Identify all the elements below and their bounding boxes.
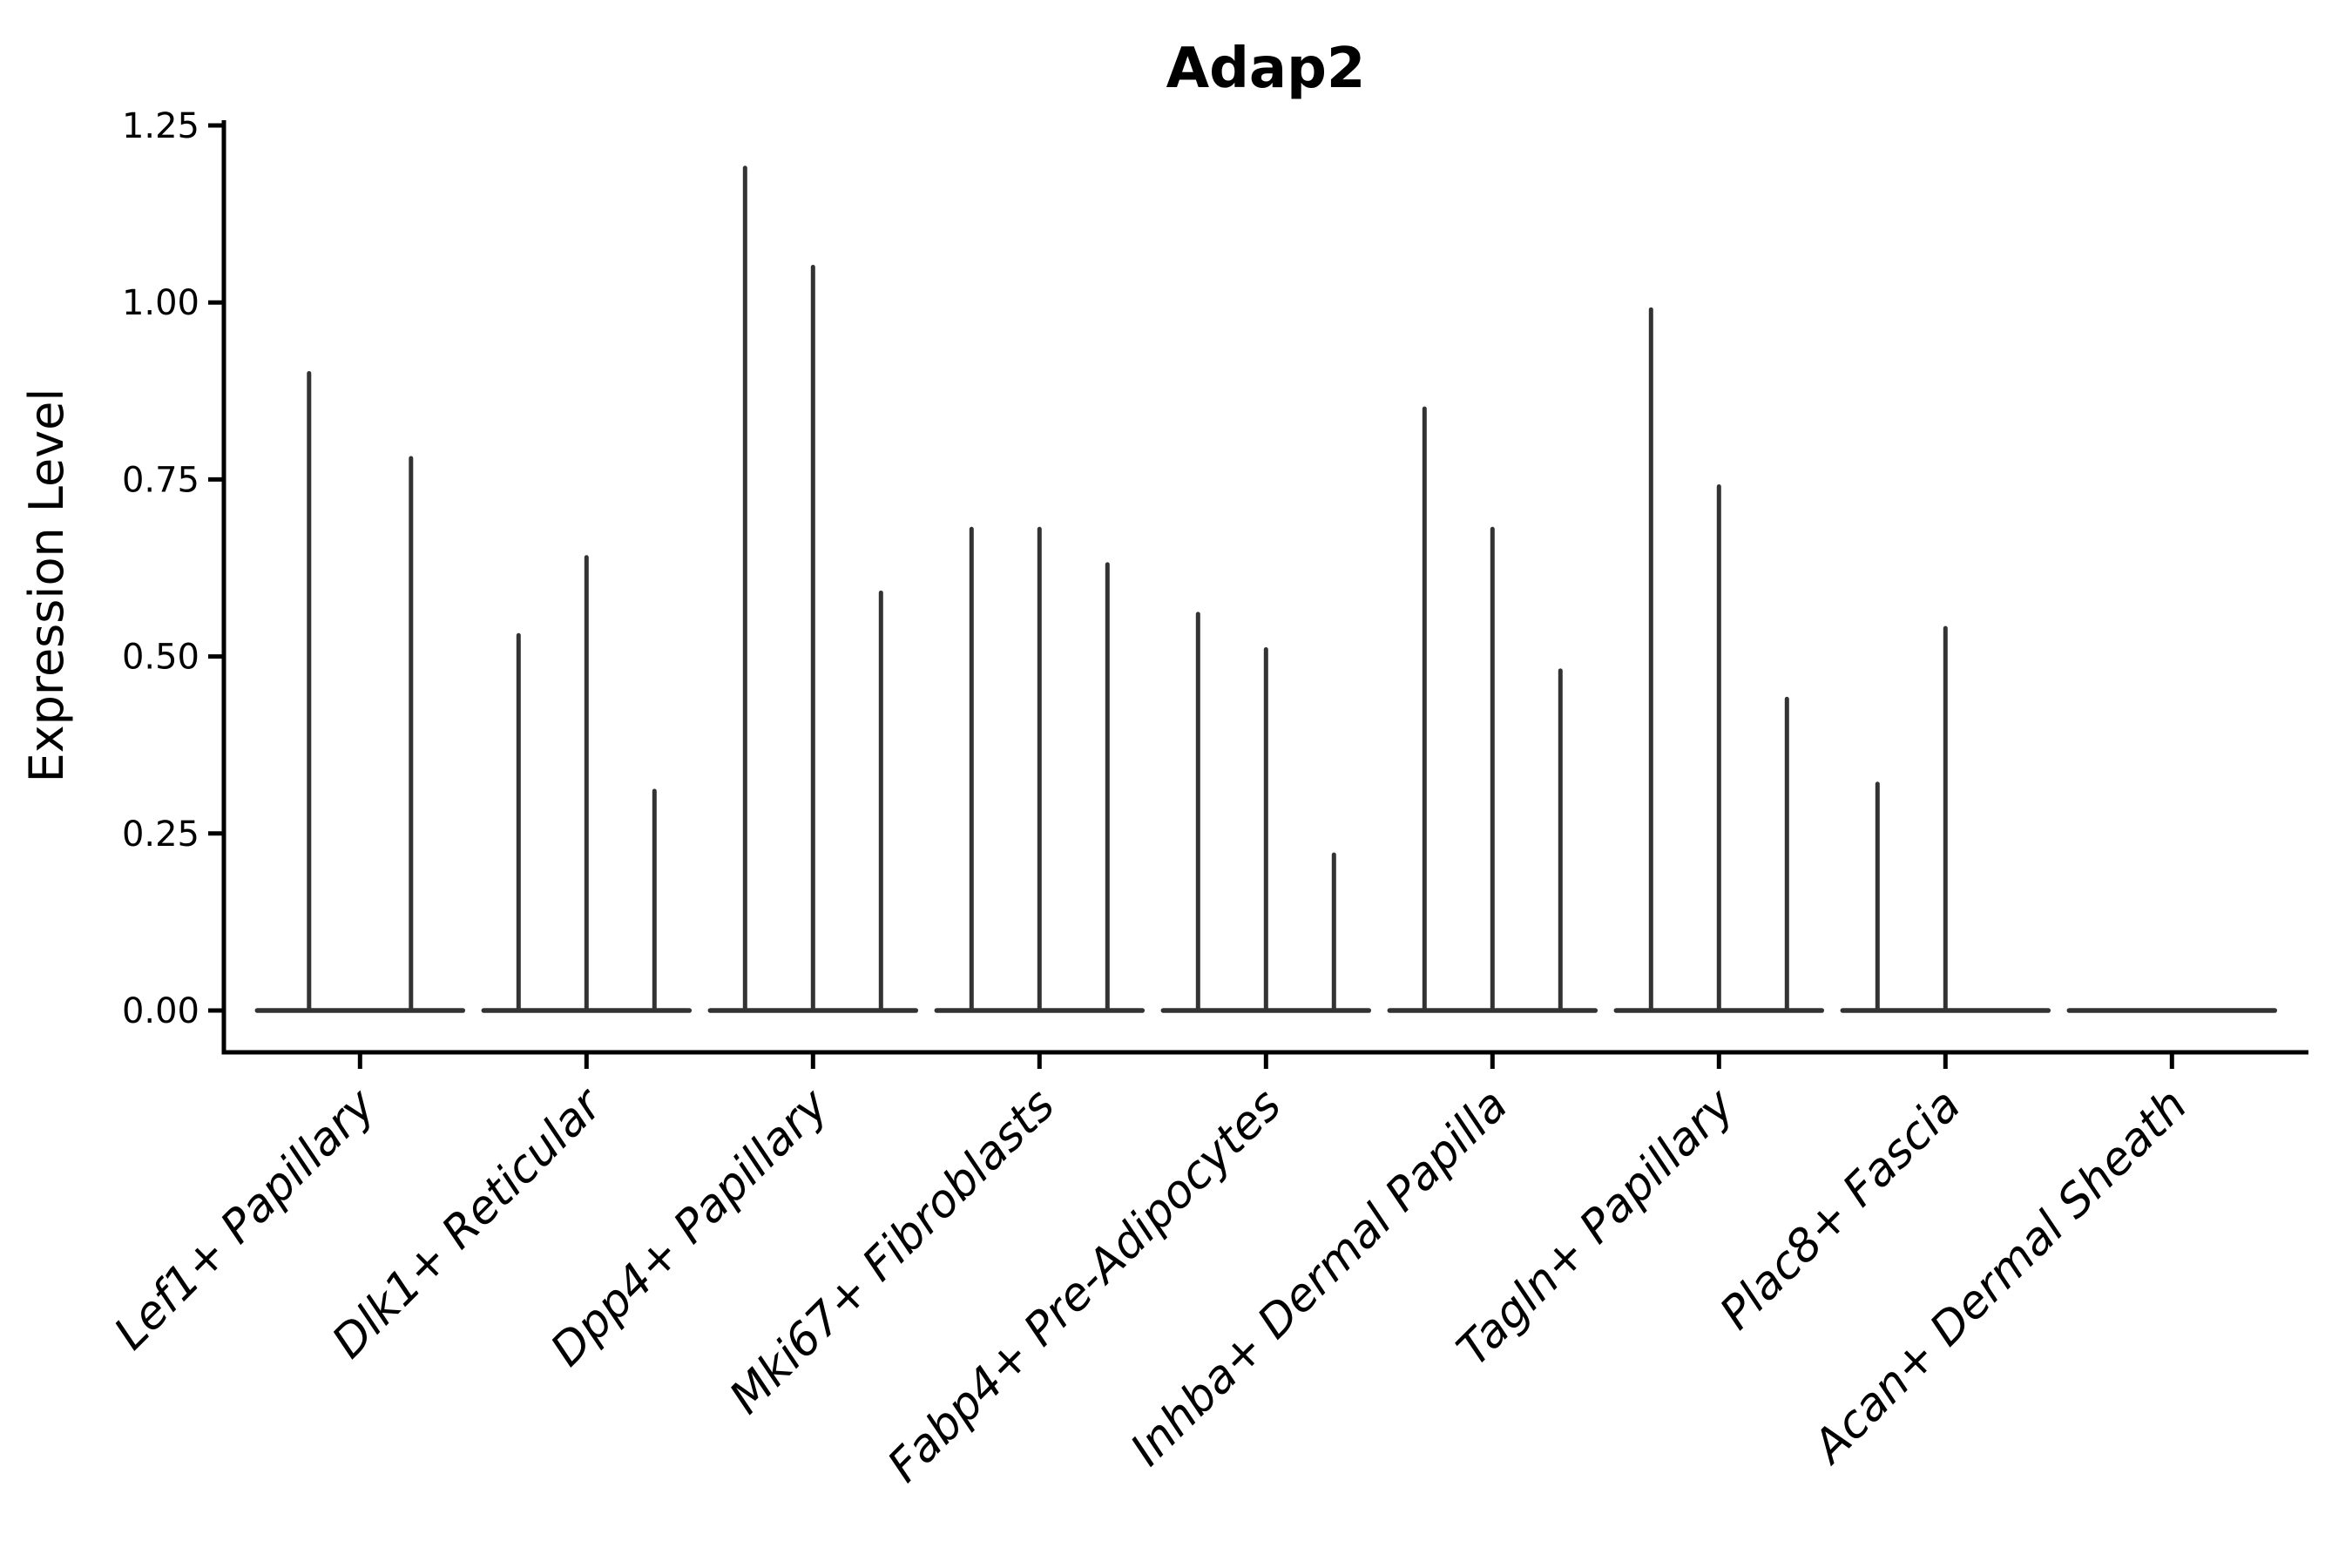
x-tick-label: Inhba+ Dermal Papilla	[1121, 1079, 1518, 1477]
axes-layer: 0.00 0.25 0.50 0.75 1.00 1.25	[122, 106, 2308, 1069]
x-tick-label: Fabp4+ Pre-Adipocytes	[878, 1079, 1292, 1493]
y-tick-label: 0.00	[122, 991, 199, 1031]
y-tick-label: 0.50	[122, 638, 199, 678]
y-tick-label: 1.25	[122, 106, 199, 146]
y-tick-label: 0.75	[122, 460, 199, 500]
plot-title: Adap2	[1166, 37, 1366, 101]
violin-layer	[254, 166, 2278, 1013]
x-tick-label: Acan+ Dermal Sheath	[1801, 1079, 2197, 1475]
y-axis-label: Expression Level	[19, 389, 74, 783]
y-tick-label: 0.25	[122, 814, 199, 855]
y-tick-label: 1.00	[122, 283, 199, 323]
x-tick-label: Plac8+ Fascia	[1710, 1079, 1970, 1340]
